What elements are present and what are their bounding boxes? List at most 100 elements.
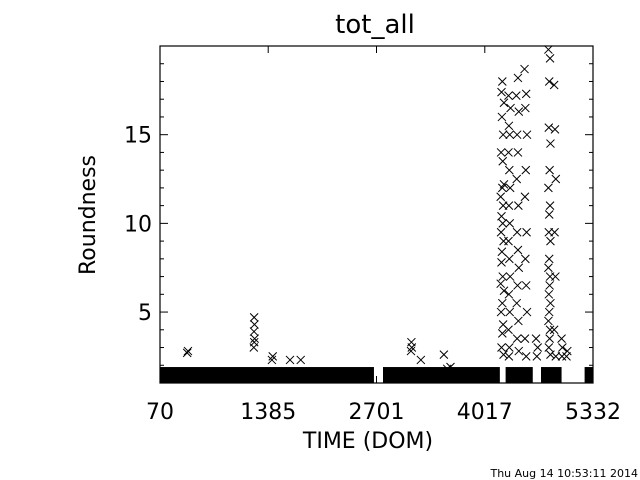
- data-point: [544, 210, 554, 219]
- data-point: [439, 350, 449, 359]
- x-tick-label: 5332: [565, 400, 621, 425]
- data-point: [499, 350, 508, 359]
- data-point: [250, 334, 259, 344]
- data-point: [504, 325, 513, 335]
- data-point: [505, 219, 515, 228]
- data-point: [498, 272, 508, 281]
- data-point: [446, 362, 455, 372]
- y-tick-label: 10: [124, 212, 152, 237]
- data-point: [551, 272, 560, 281]
- data-point: [496, 227, 506, 237]
- baseline-band-segment: [584, 367, 593, 383]
- x-tick-label: 4017: [457, 400, 513, 425]
- data-point: [520, 64, 529, 74]
- data-point: [497, 247, 507, 257]
- data-point: [514, 263, 524, 273]
- data-point: [250, 320, 259, 329]
- data-point: [532, 352, 542, 361]
- data-points: [182, 45, 572, 374]
- data-point: [544, 183, 553, 193]
- data-point: [522, 130, 532, 140]
- data-point: [498, 130, 508, 140]
- data-point: [521, 103, 530, 113]
- data-point: [545, 334, 554, 344]
- data-point: [512, 227, 522, 237]
- data-point: [557, 334, 566, 344]
- data-point: [505, 183, 515, 193]
- data-point: [544, 254, 554, 264]
- data-point: [513, 281, 522, 290]
- data-point: [506, 103, 515, 113]
- x-tick-label: 1385: [240, 400, 296, 425]
- data-point: [499, 179, 509, 189]
- data-point: [504, 201, 514, 210]
- data-point: [512, 334, 522, 344]
- data-point: [406, 346, 416, 356]
- data-point: [499, 286, 509, 296]
- data-point: [296, 355, 306, 365]
- data-point: [520, 334, 530, 344]
- data-point: [512, 298, 522, 308]
- data-point: [497, 211, 506, 221]
- data-point: [522, 307, 532, 317]
- data-point: [497, 328, 507, 338]
- data-point: [504, 165, 514, 175]
- data-point: [416, 355, 426, 365]
- data-point: [513, 73, 523, 83]
- y-axis: 5 10 15: [124, 63, 593, 384]
- footer-timestamp: Thu Aug 14 10:53:11 2014: [489, 467, 638, 480]
- data-point: [514, 316, 523, 326]
- data-point: [544, 289, 554, 299]
- data-point: [550, 125, 560, 134]
- data-point: [512, 174, 522, 184]
- data-point: [504, 148, 513, 157]
- x-tick-label: 70: [146, 400, 174, 425]
- data-point: [546, 236, 555, 246]
- data-point: [544, 263, 553, 273]
- data-point: [514, 346, 524, 356]
- data-point: [496, 192, 506, 202]
- data-point: [544, 307, 554, 317]
- plot-frame: [159, 45, 594, 384]
- data-point: [546, 139, 555, 148]
- data-point: [551, 352, 561, 361]
- data-point: [531, 334, 541, 344]
- data-point: [267, 355, 277, 365]
- data-point: [504, 254, 514, 264]
- data-point: [183, 346, 193, 356]
- data-point: [498, 219, 508, 228]
- data-point: [407, 337, 416, 347]
- data-point: [545, 281, 554, 290]
- data-point: [549, 325, 559, 335]
- data-point: [497, 112, 507, 122]
- data-point: [545, 54, 555, 63]
- data-point: [545, 325, 555, 335]
- baseline-band-segment: [505, 367, 533, 383]
- data-point: [513, 245, 523, 255]
- data-point: [182, 348, 192, 358]
- data-point: [505, 307, 515, 317]
- baseline-band-segment: [160, 367, 374, 383]
- y-tick-label: 15: [124, 124, 152, 149]
- data-point: [504, 236, 513, 246]
- data-point: [558, 343, 567, 352]
- data-point: [499, 98, 509, 108]
- data-point: [504, 343, 514, 352]
- data-point: [562, 352, 571, 361]
- data-point: [550, 227, 559, 237]
- data-point: [551, 174, 561, 184]
- data-point: [546, 298, 555, 308]
- data-point: [514, 107, 524, 116]
- data-point: [520, 192, 530, 202]
- data-point: [496, 279, 506, 289]
- baseline-band-segment: [540, 367, 562, 383]
- data-point: [504, 91, 513, 101]
- data-point: [249, 327, 259, 336]
- data-point: [544, 123, 554, 132]
- y-tick-label: 5: [138, 301, 152, 326]
- chart-title: tot_all: [335, 10, 415, 40]
- baseline-band-segment: [383, 367, 500, 383]
- data-point: [544, 343, 554, 352]
- data-point: [504, 289, 514, 299]
